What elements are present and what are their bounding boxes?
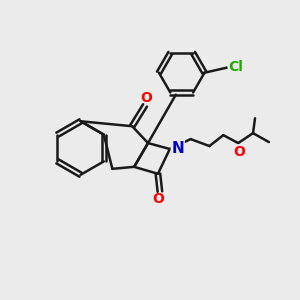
- Text: O: O: [140, 92, 152, 106]
- Text: N: N: [171, 140, 184, 155]
- Text: Cl: Cl: [228, 60, 243, 74]
- Text: O: O: [152, 191, 164, 206]
- Text: O: O: [233, 145, 245, 159]
